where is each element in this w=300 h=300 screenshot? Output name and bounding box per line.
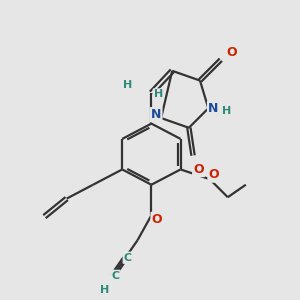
Text: C: C (111, 271, 119, 281)
Text: O: O (208, 169, 219, 182)
Text: C: C (124, 253, 132, 263)
Text: O: O (152, 213, 162, 226)
Text: N: N (151, 108, 161, 121)
Text: N: N (208, 102, 218, 115)
Text: O: O (152, 213, 162, 226)
Text: H: H (154, 89, 163, 99)
Text: O: O (193, 163, 204, 176)
Text: O: O (208, 169, 219, 182)
Text: H: H (222, 106, 231, 116)
Text: O: O (226, 46, 237, 59)
Text: H: H (154, 89, 163, 99)
Text: H: H (123, 80, 132, 90)
Text: N: N (208, 102, 218, 115)
Text: H: H (100, 285, 109, 295)
Text: O: O (193, 163, 204, 176)
Text: H: H (222, 106, 231, 116)
Text: O: O (226, 46, 237, 59)
Text: H: H (123, 80, 132, 90)
Text: C: C (124, 253, 132, 263)
Text: C: C (111, 271, 119, 281)
Text: N: N (151, 108, 161, 121)
Text: H: H (100, 285, 109, 295)
